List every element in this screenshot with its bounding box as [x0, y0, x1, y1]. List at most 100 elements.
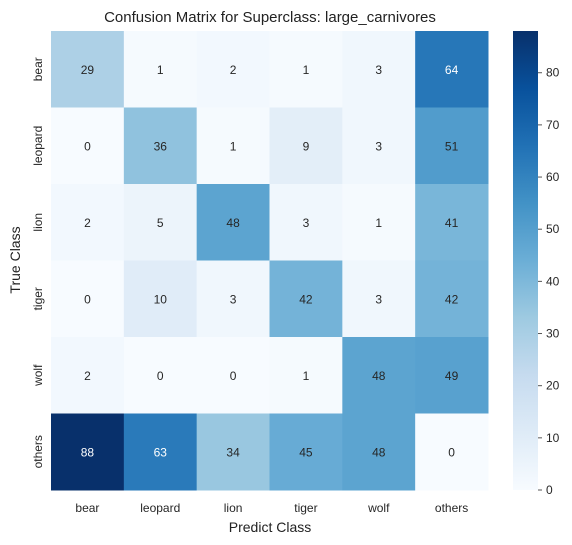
heatmap-cell-tiger-bear	[51, 260, 125, 338]
colorbar-ticks: 0 10 20 30 40 50 60 70 80	[538, 66, 560, 497]
cell-value-label: 29	[81, 63, 95, 77]
cell-value-label: 49	[445, 369, 459, 383]
heatmap-cell-others-lion	[196, 413, 270, 491]
x-tick-label-bear: bear	[75, 501, 99, 515]
x-tick-labels: bear leopard lion tiger wolf others	[75, 501, 468, 515]
cell-value-label: 64	[445, 63, 459, 77]
heatmap-cell-leopard-bear	[51, 107, 125, 185]
cell-value-label: 34	[226, 445, 240, 459]
x-tick-label-lion: lion	[224, 501, 243, 515]
heatmap-cells: 29 1 2 1 3 64 0 36 1 9 3 51 2 5 48 3 1 41 0 10 3 42 3 42 2 0 0 1 48 4…	[51, 31, 489, 491]
heatmap-cell-lion-leopard	[123, 184, 198, 261]
cell-value-label: 0	[448, 445, 455, 459]
heatmap-cell-leopard-lion	[196, 107, 270, 185]
cell-value-label: 1	[303, 63, 310, 77]
heatmap-cell-others-tiger	[269, 413, 343, 491]
cell-value-label: 3	[375, 292, 382, 306]
y-tick-label-others: others	[31, 435, 45, 468]
x-tick-label-wolf: wolf	[367, 501, 390, 515]
heatmap-cell-wolf-wolf	[342, 337, 416, 414]
heatmap-cell-tiger-tiger	[269, 260, 343, 338]
colorbar-tick-label: 40	[546, 274, 560, 288]
cell-value-label: 2	[84, 216, 91, 230]
x-tick-label-leopard: leopard	[140, 501, 180, 515]
heatmap-cell-bear-leopard	[123, 31, 198, 108]
colorbar-tick-label: 0	[546, 483, 553, 497]
heatmap-cell-others-wolf	[342, 413, 416, 491]
y-tick-label-lion: lion	[31, 213, 45, 232]
chart-title: Confusion Matrix for Superclass: large_c…	[104, 9, 436, 26]
heatmap-cell-lion-lion	[196, 184, 270, 261]
y-tick-label-bear: bear	[31, 57, 45, 81]
cell-value-label: 1	[303, 369, 310, 383]
heatmap-cell-bear-bear	[51, 31, 125, 108]
y-tick-label-wolf: wolf	[31, 364, 45, 387]
heatmap-cell-wolf-leopard	[123, 337, 198, 414]
x-tick-label-others: others	[435, 501, 468, 515]
cell-value-label: 3	[375, 139, 382, 153]
x-tick-label-tiger: tiger	[294, 501, 317, 515]
y-tick-label-tiger: tiger	[31, 287, 45, 310]
heatmap-cell-wolf-tiger	[269, 337, 343, 414]
heatmap-cell-lion-tiger	[269, 184, 343, 261]
colorbar-tick-label: 50	[546, 222, 560, 236]
cell-value-label: 3	[375, 63, 382, 77]
cell-value-label: 2	[84, 369, 91, 383]
colorbar-tick-label: 80	[546, 66, 560, 80]
colorbar-tick-label: 30	[546, 327, 560, 341]
heatmap-cell-lion-bear	[51, 184, 125, 261]
cell-value-label: 45	[299, 445, 313, 459]
cell-value-label: 42	[299, 292, 313, 306]
heatmap-cell-tiger-others	[415, 260, 489, 338]
cell-value-label: 3	[303, 216, 310, 230]
heatmap-cell-others-bear	[51, 413, 125, 491]
colorbar	[513, 31, 538, 490]
cell-value-label: 0	[157, 369, 164, 383]
heatmap-cell-others-leopard	[123, 413, 198, 491]
colorbar-tick-label: 20	[546, 379, 560, 393]
heatmap-cell-leopard-wolf	[342, 107, 416, 185]
cell-value-label: 48	[226, 216, 240, 230]
cell-value-label: 9	[303, 139, 310, 153]
cell-value-label: 5	[157, 216, 164, 230]
heatmap-cell-lion-wolf	[342, 184, 416, 261]
cell-value-label: 1	[375, 216, 382, 230]
y-axis-label: True Class	[7, 226, 23, 293]
heatmap-cell-wolf-others	[415, 337, 489, 414]
heatmap-cell-bear-lion	[196, 31, 270, 108]
heatmap-cell-others-others	[415, 413, 489, 491]
colorbar-tick-label: 70	[546, 118, 560, 132]
cell-value-label: 2	[230, 63, 237, 77]
cell-value-label: 1	[230, 139, 237, 153]
cell-value-label: 0	[230, 369, 237, 383]
y-tick-labels: bear leopard lion tiger wolf others	[31, 57, 45, 468]
cell-value-label: 36	[154, 139, 168, 153]
cell-value-label: 3	[230, 292, 237, 306]
cell-value-label: 51	[445, 139, 459, 153]
cell-value-label: 0	[84, 139, 91, 153]
heatmap-cell-bear-wolf	[342, 31, 416, 108]
cell-value-label: 42	[445, 292, 459, 306]
x-axis-label: Predict Class	[229, 519, 311, 535]
heatmap-cell-leopard-others	[415, 107, 489, 185]
heatmap-cell-wolf-lion	[196, 337, 270, 414]
colorbar-tick-label: 10	[546, 431, 560, 445]
heatmap-cell-leopard-tiger	[269, 107, 343, 185]
heatmap-cell-wolf-bear	[51, 337, 125, 414]
cell-value-label: 48	[372, 369, 386, 383]
heatmap-cell-tiger-wolf	[342, 260, 416, 338]
cell-value-label: 63	[154, 445, 168, 459]
heatmap-cell-tiger-leopard	[123, 260, 198, 338]
cell-value-label: 1	[157, 63, 164, 77]
heatmap-cell-tiger-lion	[196, 260, 270, 338]
heatmap-cell-bear-others	[415, 31, 489, 108]
cell-value-label: 48	[372, 445, 386, 459]
cell-value-label: 88	[81, 445, 95, 459]
heatmap-cell-bear-tiger	[269, 31, 343, 108]
heatmap-cell-lion-others	[415, 184, 489, 261]
y-tick-label-leopard: leopard	[31, 126, 45, 166]
colorbar-tick-label: 60	[546, 170, 560, 184]
cell-value-label: 0	[84, 292, 91, 306]
heatmap-cell-leopard-leopard	[123, 107, 198, 185]
